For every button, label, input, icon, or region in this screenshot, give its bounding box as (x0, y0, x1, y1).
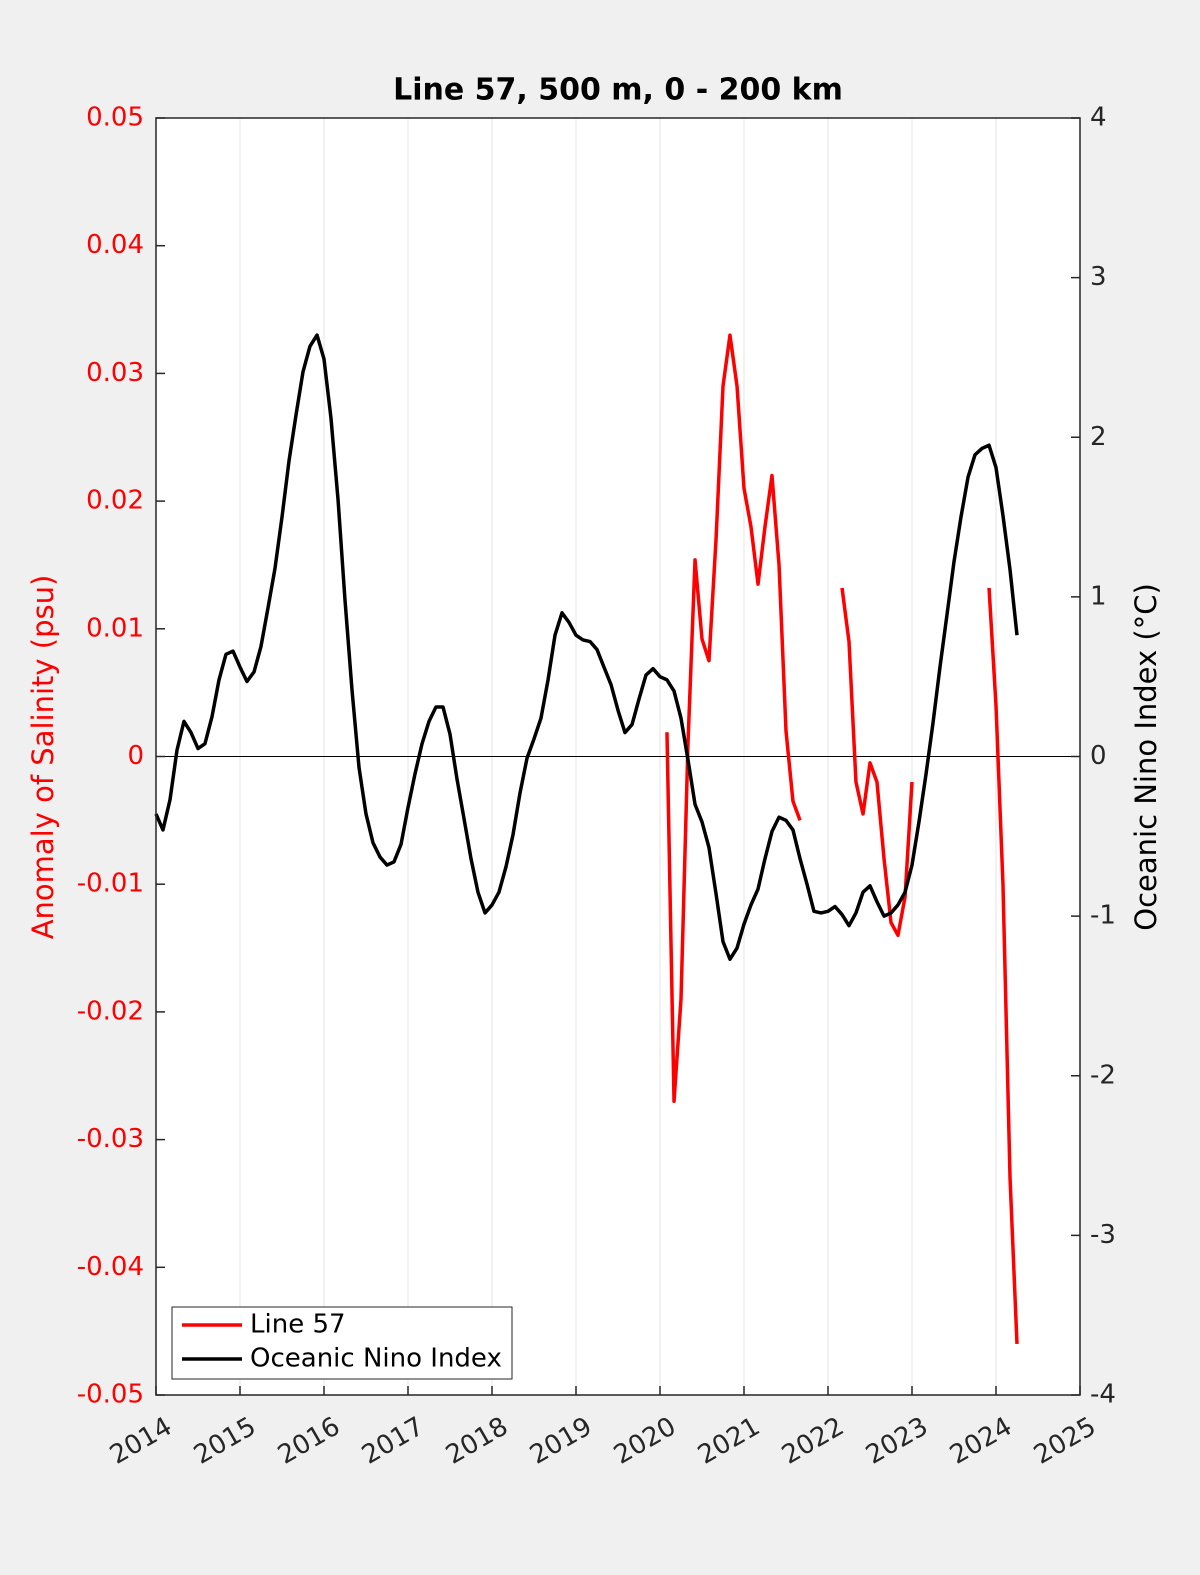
x-tick-label: 2023 (861, 1412, 933, 1471)
x-tick-label: 2020 (609, 1412, 681, 1471)
y2-tick-label: 4 (1090, 103, 1107, 133)
x-tick-label: 2016 (273, 1412, 345, 1471)
y-tick-label: 0.02 (86, 486, 144, 516)
x-tick-label: 2015 (189, 1412, 261, 1471)
y-tick-label: 0.01 (86, 613, 144, 643)
x-tick-label: 2019 (525, 1412, 597, 1471)
y-tick-label: -0.05 (77, 1380, 144, 1410)
x-tick-label: 2017 (357, 1412, 429, 1471)
y2-tick-label: -2 (1090, 1060, 1116, 1090)
y-tick-label: -0.03 (77, 1124, 144, 1154)
x-tick-label: 2014 (105, 1412, 177, 1471)
y2-tick-label: -1 (1090, 901, 1116, 931)
series-line (154, 333, 1019, 961)
x-tick-label: 2024 (945, 1412, 1017, 1471)
y2-tick-label: 2 (1090, 422, 1107, 452)
y-tick-label: 0.04 (86, 230, 144, 260)
x-tick-label: 2025 (1029, 1412, 1101, 1471)
y2-tick-label: -4 (1090, 1380, 1116, 1410)
y-tick-label: 0.03 (86, 358, 144, 388)
series-line (665, 333, 1019, 1344)
y-tick-label: -0.04 (77, 1252, 144, 1282)
y2-tick-label: 3 (1090, 262, 1107, 292)
legend-box (171, 1306, 513, 1380)
y2-tick-label: 1 (1090, 581, 1107, 611)
chart-title: Line 57, 500 m, 0 - 200 km (393, 73, 843, 108)
y2-tick-label: 0 (1090, 741, 1107, 771)
x-tick-label: 2022 (777, 1412, 849, 1471)
x-tick-label: 2018 (441, 1412, 513, 1471)
x-tick-label: 2021 (693, 1412, 765, 1471)
legend-label: Oceanic Nino Index (250, 1344, 502, 1374)
y2-axis-label: Oceanic Nino Index (°C) (1129, 583, 1163, 931)
y2-tick-label: -3 (1090, 1220, 1116, 1250)
legend-label: Line 57 (250, 1310, 346, 1340)
y-tick-label: 0 (127, 741, 144, 771)
y-axis-label: Anomaly of Salinity (psu) (26, 575, 60, 940)
y-tick-label: -0.02 (77, 996, 144, 1026)
y-tick-label: 0.05 (86, 103, 144, 133)
y-tick-label: -0.01 (77, 869, 144, 899)
